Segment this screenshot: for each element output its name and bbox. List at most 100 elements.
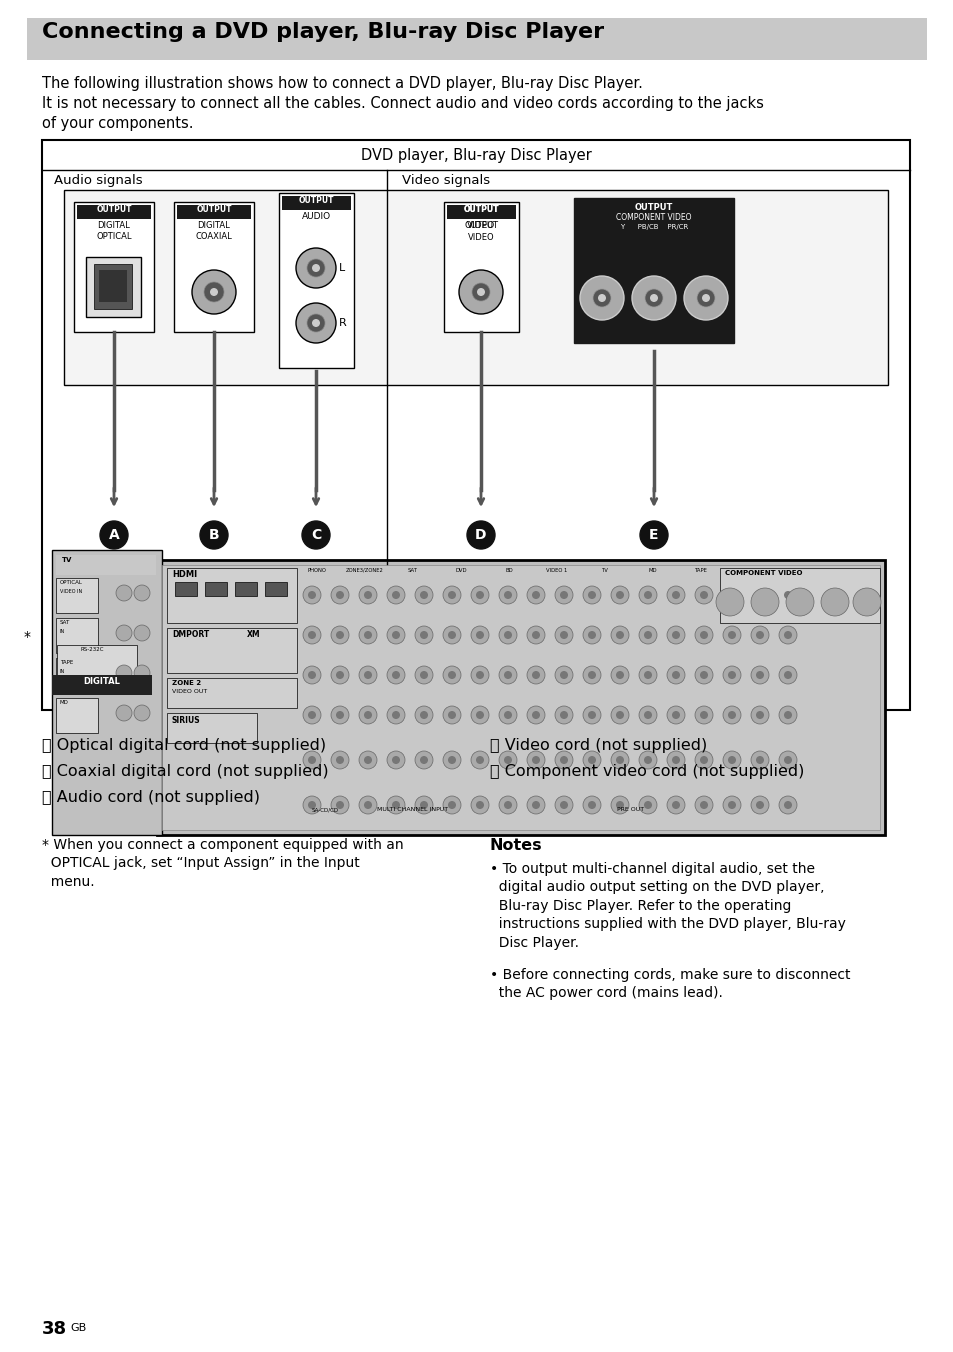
Circle shape [671, 756, 679, 764]
Text: OUTPUT: OUTPUT [463, 206, 498, 214]
Circle shape [192, 270, 235, 314]
Circle shape [387, 626, 405, 644]
Text: IN: IN [60, 629, 65, 634]
Circle shape [783, 800, 791, 808]
Text: It is not necessary to connect all the cables. Connect audio and video cords acc: It is not necessary to connect all the c… [42, 96, 763, 111]
Circle shape [503, 671, 512, 679]
Circle shape [750, 667, 768, 684]
Circle shape [555, 585, 573, 604]
Bar [56, 658, 98, 694]
Circle shape [364, 756, 372, 764]
Circle shape [616, 756, 623, 764]
Circle shape [755, 800, 763, 808]
Bar [94, 264, 132, 310]
Circle shape [639, 626, 657, 644]
Circle shape [448, 800, 456, 808]
Circle shape [783, 671, 791, 679]
Text: DMPORT: DMPORT [172, 630, 209, 639]
Circle shape [695, 626, 712, 644]
Circle shape [700, 756, 707, 764]
Circle shape [471, 706, 489, 725]
Text: COMPONENT VIDEO: COMPONENT VIDEO [616, 214, 691, 222]
Circle shape [610, 750, 628, 769]
Circle shape [503, 631, 512, 639]
Circle shape [783, 711, 791, 719]
Circle shape [335, 800, 344, 808]
Circle shape [610, 626, 628, 644]
Circle shape [358, 585, 376, 604]
Circle shape [755, 711, 763, 719]
Circle shape [750, 588, 779, 617]
Text: PRE OUT: PRE OUT [617, 807, 643, 813]
Text: Y      PB/CB    PR/CR: Y PB/CB PR/CR [619, 224, 687, 230]
Text: L: L [338, 264, 345, 273]
Circle shape [555, 796, 573, 814]
Circle shape [587, 711, 596, 719]
Circle shape [335, 711, 344, 719]
Bar [447, 206, 516, 219]
Circle shape [779, 750, 796, 769]
Text: TAPE: TAPE [694, 568, 707, 573]
Bar [167, 713, 256, 744]
Circle shape [116, 585, 132, 602]
Text: TAPE: TAPE [60, 660, 73, 665]
Circle shape [448, 671, 456, 679]
Circle shape [308, 800, 315, 808]
Circle shape [695, 585, 712, 604]
Circle shape [643, 631, 651, 639]
Circle shape [779, 706, 796, 725]
Text: SAT: SAT [60, 621, 71, 625]
Circle shape [392, 756, 399, 764]
Bar [52, 675, 152, 695]
Circle shape [695, 796, 712, 814]
Circle shape [616, 591, 623, 599]
Circle shape [419, 800, 428, 808]
Circle shape [526, 626, 544, 644]
Text: 38: 38 [42, 1320, 67, 1338]
Circle shape [364, 591, 372, 599]
Circle shape [476, 288, 484, 296]
Circle shape [700, 631, 707, 639]
Circle shape [442, 796, 460, 814]
Circle shape [133, 585, 150, 602]
Circle shape [722, 585, 740, 604]
Circle shape [666, 796, 684, 814]
Circle shape [727, 800, 735, 808]
Circle shape [498, 706, 517, 725]
Circle shape [666, 626, 684, 644]
Circle shape [582, 706, 600, 725]
Bar [167, 568, 296, 623]
Text: IN: IN [60, 669, 65, 675]
Circle shape [750, 706, 768, 725]
Circle shape [532, 800, 539, 808]
Circle shape [559, 711, 567, 719]
Circle shape [779, 796, 796, 814]
Text: * When you connect a component equipped with an
  OPTICAL jack, set “Input Assig: * When you connect a component equipped … [42, 838, 403, 888]
Text: R: R [338, 318, 346, 329]
Text: GB: GB [70, 1324, 86, 1333]
Circle shape [532, 756, 539, 764]
Bar [42, 141, 909, 710]
Text: TV: TV [601, 568, 608, 573]
Bar [52, 550, 162, 836]
Text: TV: TV [62, 557, 72, 562]
Circle shape [643, 671, 651, 679]
Circle shape [559, 631, 567, 639]
Circle shape [415, 626, 433, 644]
Circle shape [302, 521, 330, 549]
Circle shape [750, 796, 768, 814]
Circle shape [295, 247, 335, 288]
Text: Video signals: Video signals [401, 174, 490, 187]
Circle shape [755, 631, 763, 639]
Circle shape [312, 319, 319, 327]
Circle shape [643, 591, 651, 599]
Circle shape [303, 706, 320, 725]
Circle shape [419, 591, 428, 599]
Circle shape [555, 706, 573, 725]
Text: The following illustration shows how to connect a DVD player, Blu-ray Disc Playe: The following illustration shows how to … [42, 76, 642, 91]
Circle shape [526, 796, 544, 814]
Circle shape [643, 800, 651, 808]
Text: SA-CD/CD: SA-CD/CD [312, 807, 338, 813]
Circle shape [695, 750, 712, 769]
Text: OUTPUT: OUTPUT [634, 203, 673, 212]
